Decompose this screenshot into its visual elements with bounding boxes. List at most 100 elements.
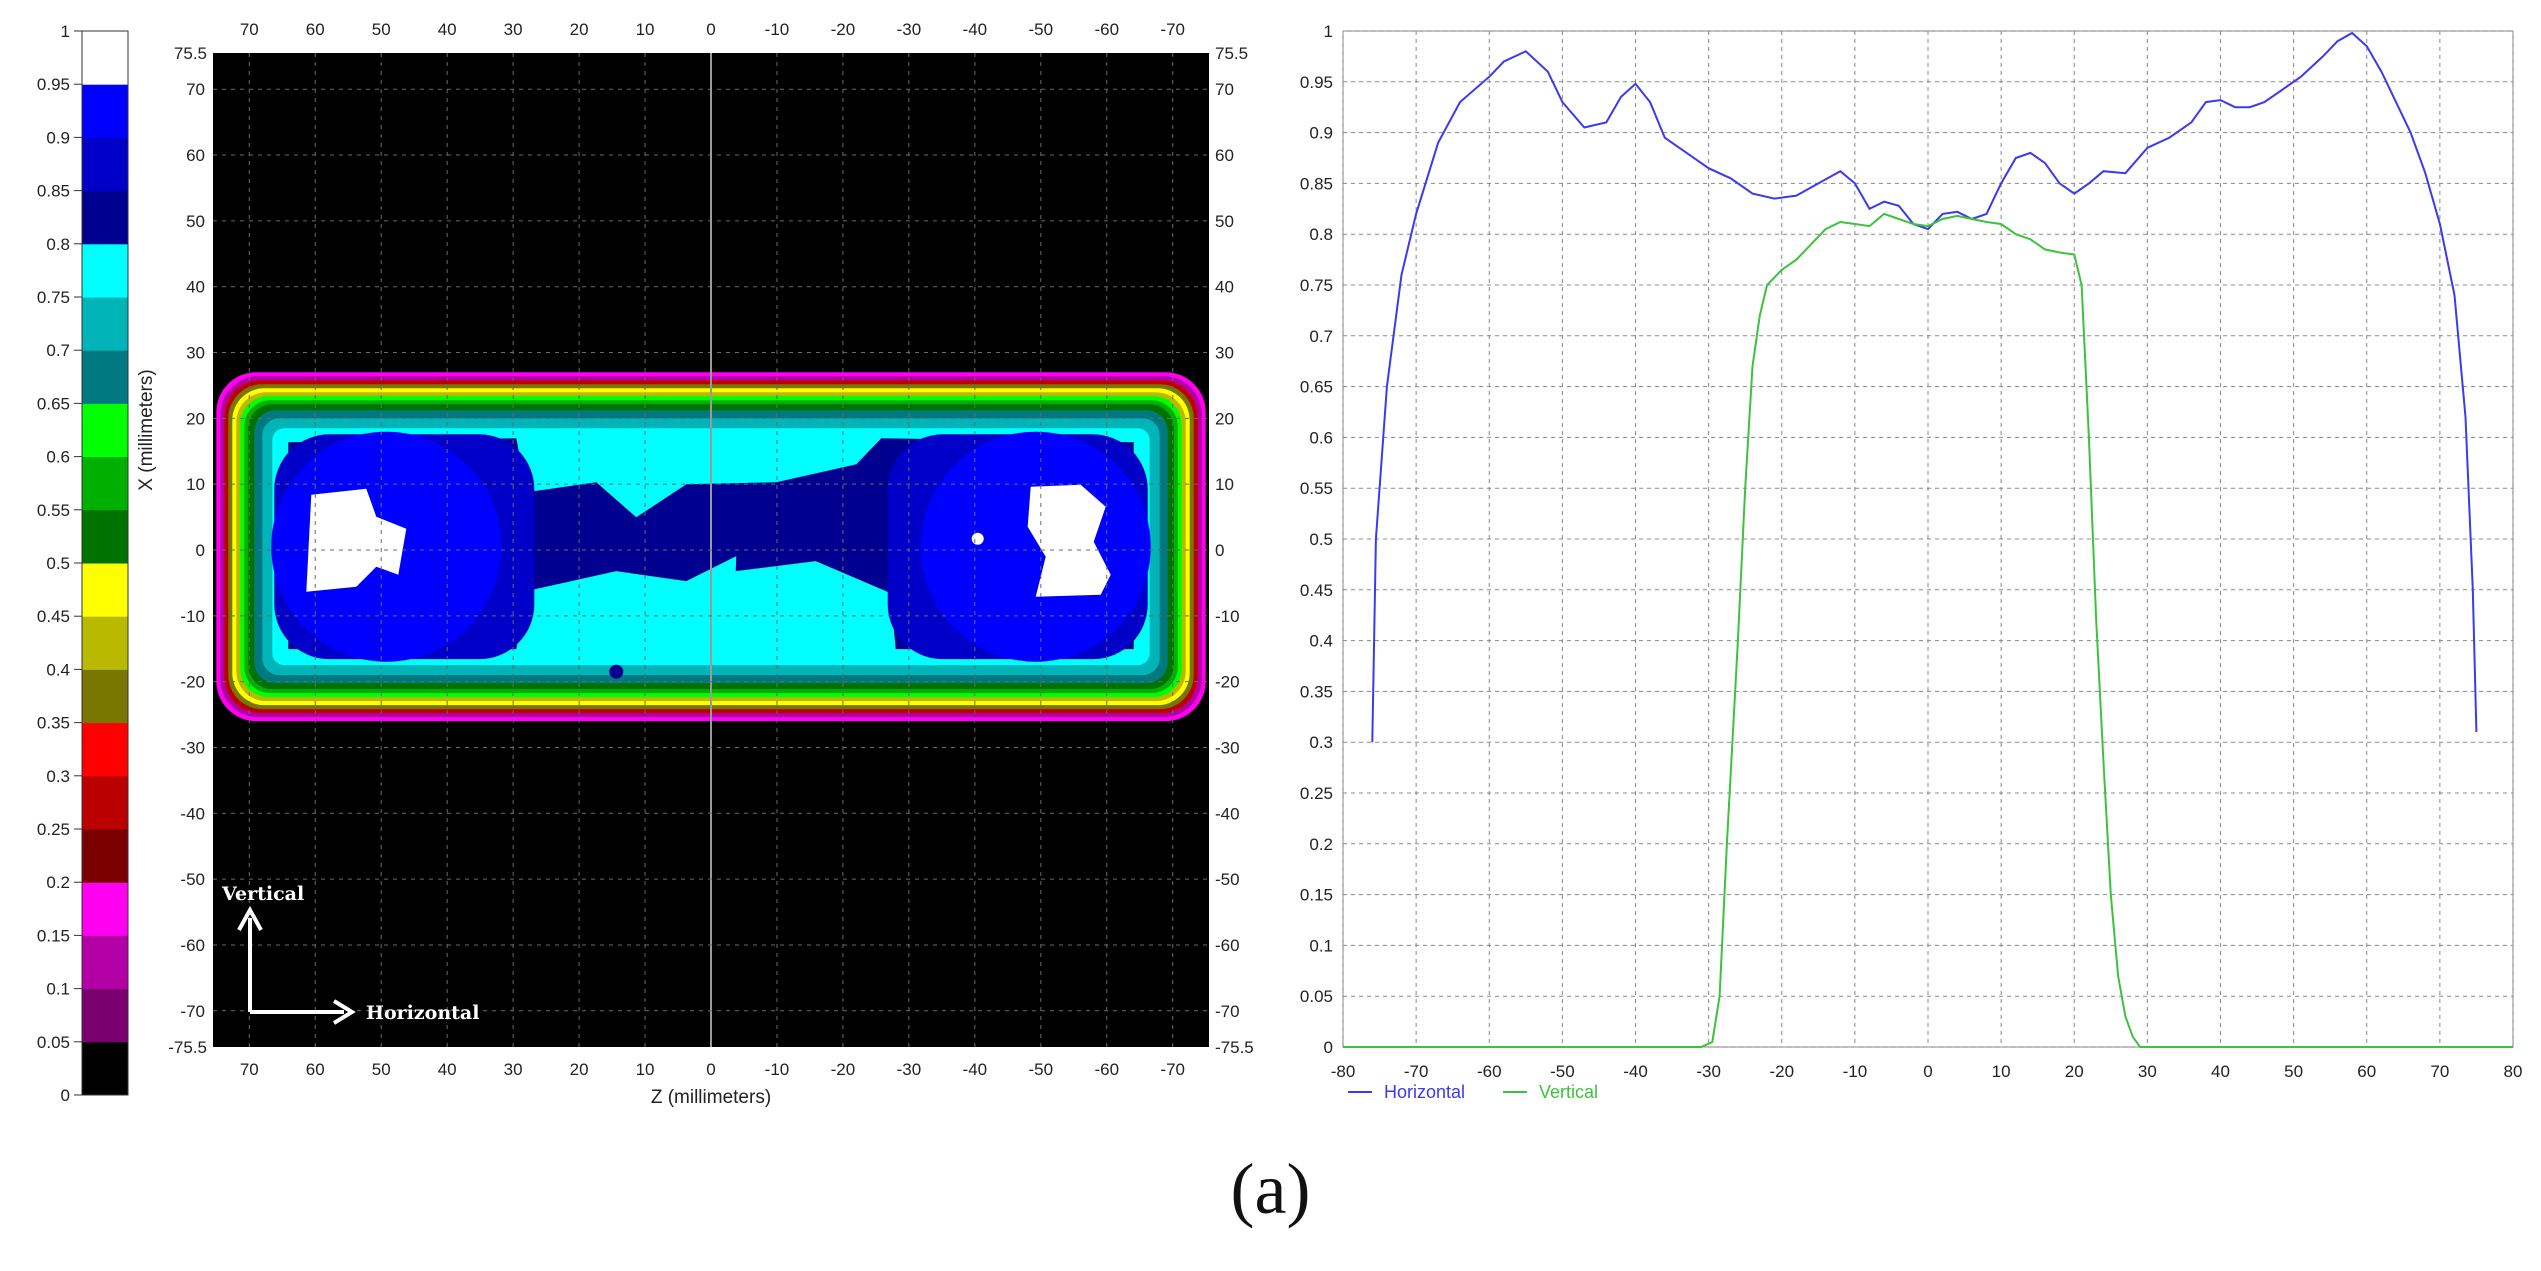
- line-chart-y-tick-label: 0.95: [1300, 73, 1333, 92]
- heatmap-left-tick-label: -60: [180, 936, 205, 955]
- line-chart-y-tick-label: 0.15: [1300, 886, 1333, 905]
- colorbar-swatch: [82, 297, 128, 351]
- heatmap-plot: 70 70 60 60 50 50 40 40 30 30 20 20 10 10 0 0 -10 -10 -20 -…: [136, 20, 1254, 1108]
- colorbar-swatch: [82, 509, 128, 564]
- line-chart-y-tick-label: 0.8: [1309, 225, 1333, 244]
- line-chart-y-tick-label: 0.5: [1309, 530, 1333, 549]
- heatmap-right-tick-label: 60: [1215, 146, 1234, 165]
- direction-arrows: Vertical Horizontal: [221, 883, 479, 1025]
- heatmap-right-tick-label: 50: [1215, 212, 1234, 231]
- line-chart-y-tick-label: 0.45: [1300, 581, 1333, 600]
- colorbar-swatch: [82, 456, 128, 511]
- horizontal-arrow-label: Horizontal: [366, 1002, 479, 1024]
- heatmap-left-tick-label: 0: [196, 541, 205, 560]
- heatmap-small-peak: [971, 532, 984, 545]
- colorbar-swatch: [82, 190, 128, 245]
- heatmap-bottom-tick-label: 70: [240, 1060, 259, 1079]
- colorbar-tick-label: 0: [61, 1086, 70, 1105]
- line-chart-y-tick-label: 0.6: [1309, 428, 1333, 447]
- line-chart-x-tick-label: 10: [1992, 1062, 2011, 1081]
- line-chart-y-tick-label: 0.55: [1300, 479, 1333, 498]
- colorbar-swatch: [82, 722, 128, 777]
- colorbar-swatch: [82, 988, 128, 1043]
- line-chart-y-tick-label: 0.2: [1309, 835, 1333, 854]
- colorbar-swatch: [82, 403, 128, 458]
- heatmap-bottom-tick-label: 60: [306, 1060, 325, 1079]
- heatmap-top-tick-label: 20: [570, 20, 589, 39]
- legend-label-horizontal: Horizontal: [1384, 1082, 1465, 1102]
- heatmap-top-tick-label: 50: [372, 20, 391, 39]
- colorbar-swatch: [82, 137, 128, 192]
- heatmap-tick-labels: 70 70 60 60 50 50 40 40 30 30 20 20 10 10 0 0 -10 -10 -20 -…: [168, 20, 1254, 1079]
- line-chart-x-tick-label: 0: [1923, 1062, 1932, 1081]
- colorbar-tick-label: 0.9: [46, 128, 70, 147]
- colorbar-tick-label: 1: [61, 22, 70, 41]
- colorbar-swatch: [82, 350, 128, 404]
- line-chart-y-tick-label: 0.4: [1309, 632, 1333, 651]
- heatmap-left-tick-label: 10: [186, 475, 205, 494]
- heatmap-corner-label-top-right: 75.5: [1215, 44, 1248, 63]
- line-chart-y-tick-label: 0.7: [1309, 327, 1333, 346]
- heatmap-top-tick-label: 70: [240, 20, 259, 39]
- heatmap-left-tick-label: 60: [186, 146, 205, 165]
- colorbar-tick-label: 0.8: [46, 235, 70, 254]
- heatmap-bottom-tick-label: 0: [706, 1060, 715, 1079]
- colorbar-swatch: [82, 669, 128, 724]
- heatmap-right-tick-label: 0: [1215, 541, 1224, 560]
- heatmap-top-tick-label: -20: [831, 20, 856, 39]
- heatmap-corner-label-top-left: 75.5: [174, 44, 207, 63]
- heatmap-left-tick-label: -70: [180, 1002, 205, 1021]
- heatmap-bottom-tick-label: -10: [765, 1060, 790, 1079]
- heatmap-bottom-tick-label: -50: [1029, 1060, 1054, 1079]
- heatmap-left-tick-label: 50: [186, 212, 205, 231]
- heatmap-top-tick-label: 60: [306, 20, 325, 39]
- legend-label-vertical: Vertical: [1539, 1082, 1598, 1102]
- colorbar-tick-label: 0.45: [37, 607, 70, 626]
- heatmap-top-tick-label: -60: [1094, 20, 1119, 39]
- heatmap-bottom-tick-label: -30: [897, 1060, 922, 1079]
- heatmap-top-tick-label: -50: [1029, 20, 1054, 39]
- line-chart-x-tick-label: -60: [1477, 1062, 1502, 1081]
- colorbar-tick-label: 0.5: [46, 554, 70, 573]
- heatmap-right-tick-label: 40: [1215, 278, 1234, 297]
- line-chart-x-tick-label: 30: [2138, 1062, 2157, 1081]
- heatmap-right-tick-label: 20: [1215, 409, 1234, 428]
- heatmap-top-tick-label: 0: [706, 20, 715, 39]
- colorbar-tick-label: 0.65: [37, 394, 70, 413]
- heatmap-corner-label-bottom-right: -75.5: [1215, 1038, 1254, 1057]
- line-chart-x-tick-label: 20: [2065, 1062, 2084, 1081]
- line-chart-series: [1343, 31, 2513, 1048]
- figure-caption: (a): [1230, 1149, 1311, 1229]
- colorbar-swatch: [82, 775, 128, 830]
- heatmap-bottom-tick-label: -60: [1094, 1060, 1119, 1079]
- heatmap-right-blue: [920, 431, 1151, 662]
- colorbar-swatch: [82, 31, 128, 85]
- heatmap-right-tick-label: 10: [1215, 475, 1234, 494]
- colorbar-swatch: [82, 243, 128, 298]
- heatmap-left-tick-label: -30: [180, 738, 205, 757]
- heatmap-left-tick-label: -10: [180, 607, 205, 626]
- heatmap-right-tick-label: -40: [1215, 804, 1240, 823]
- line-chart-y-tick-label: 0.1: [1309, 936, 1333, 955]
- line-chart-y-tick-label: 0.9: [1309, 124, 1333, 143]
- line-chart-x-tick-label: -40: [1623, 1062, 1648, 1081]
- heatmap-corner-label-bottom-left: -75.5: [168, 1038, 207, 1057]
- colorbar-tick-label: 0.25: [37, 820, 70, 839]
- heatmap-left-tick-label: 40: [186, 278, 205, 297]
- colorbar-tick-label: 0.15: [37, 926, 70, 945]
- heatmap-right-tick-label: -30: [1215, 738, 1240, 757]
- heatmap-bottom-tick-label: -40: [963, 1060, 988, 1079]
- heatmap-top-tick-label: -70: [1160, 20, 1185, 39]
- line-chart-x-tick-label: -50: [1550, 1062, 1575, 1081]
- colorbar-tick-label: 0.1: [46, 980, 70, 999]
- heatmap-top-tick-label: -40: [963, 20, 988, 39]
- colorbar-swatch: [82, 616, 128, 670]
- colorbar-swatch: [82, 84, 128, 138]
- heatmap-right-tick-label: -60: [1215, 936, 1240, 955]
- colorbar-tick-label: 0.2: [46, 873, 70, 892]
- line-chart-x-tick-label: 80: [2504, 1062, 2523, 1081]
- line-chart-legend: Horizontal Vertical: [1348, 1082, 1598, 1102]
- colorbar-tick-label: 0.4: [46, 660, 70, 679]
- heatmap-left-peak: [306, 488, 407, 592]
- colorbar-tick-label: 0.35: [37, 714, 70, 733]
